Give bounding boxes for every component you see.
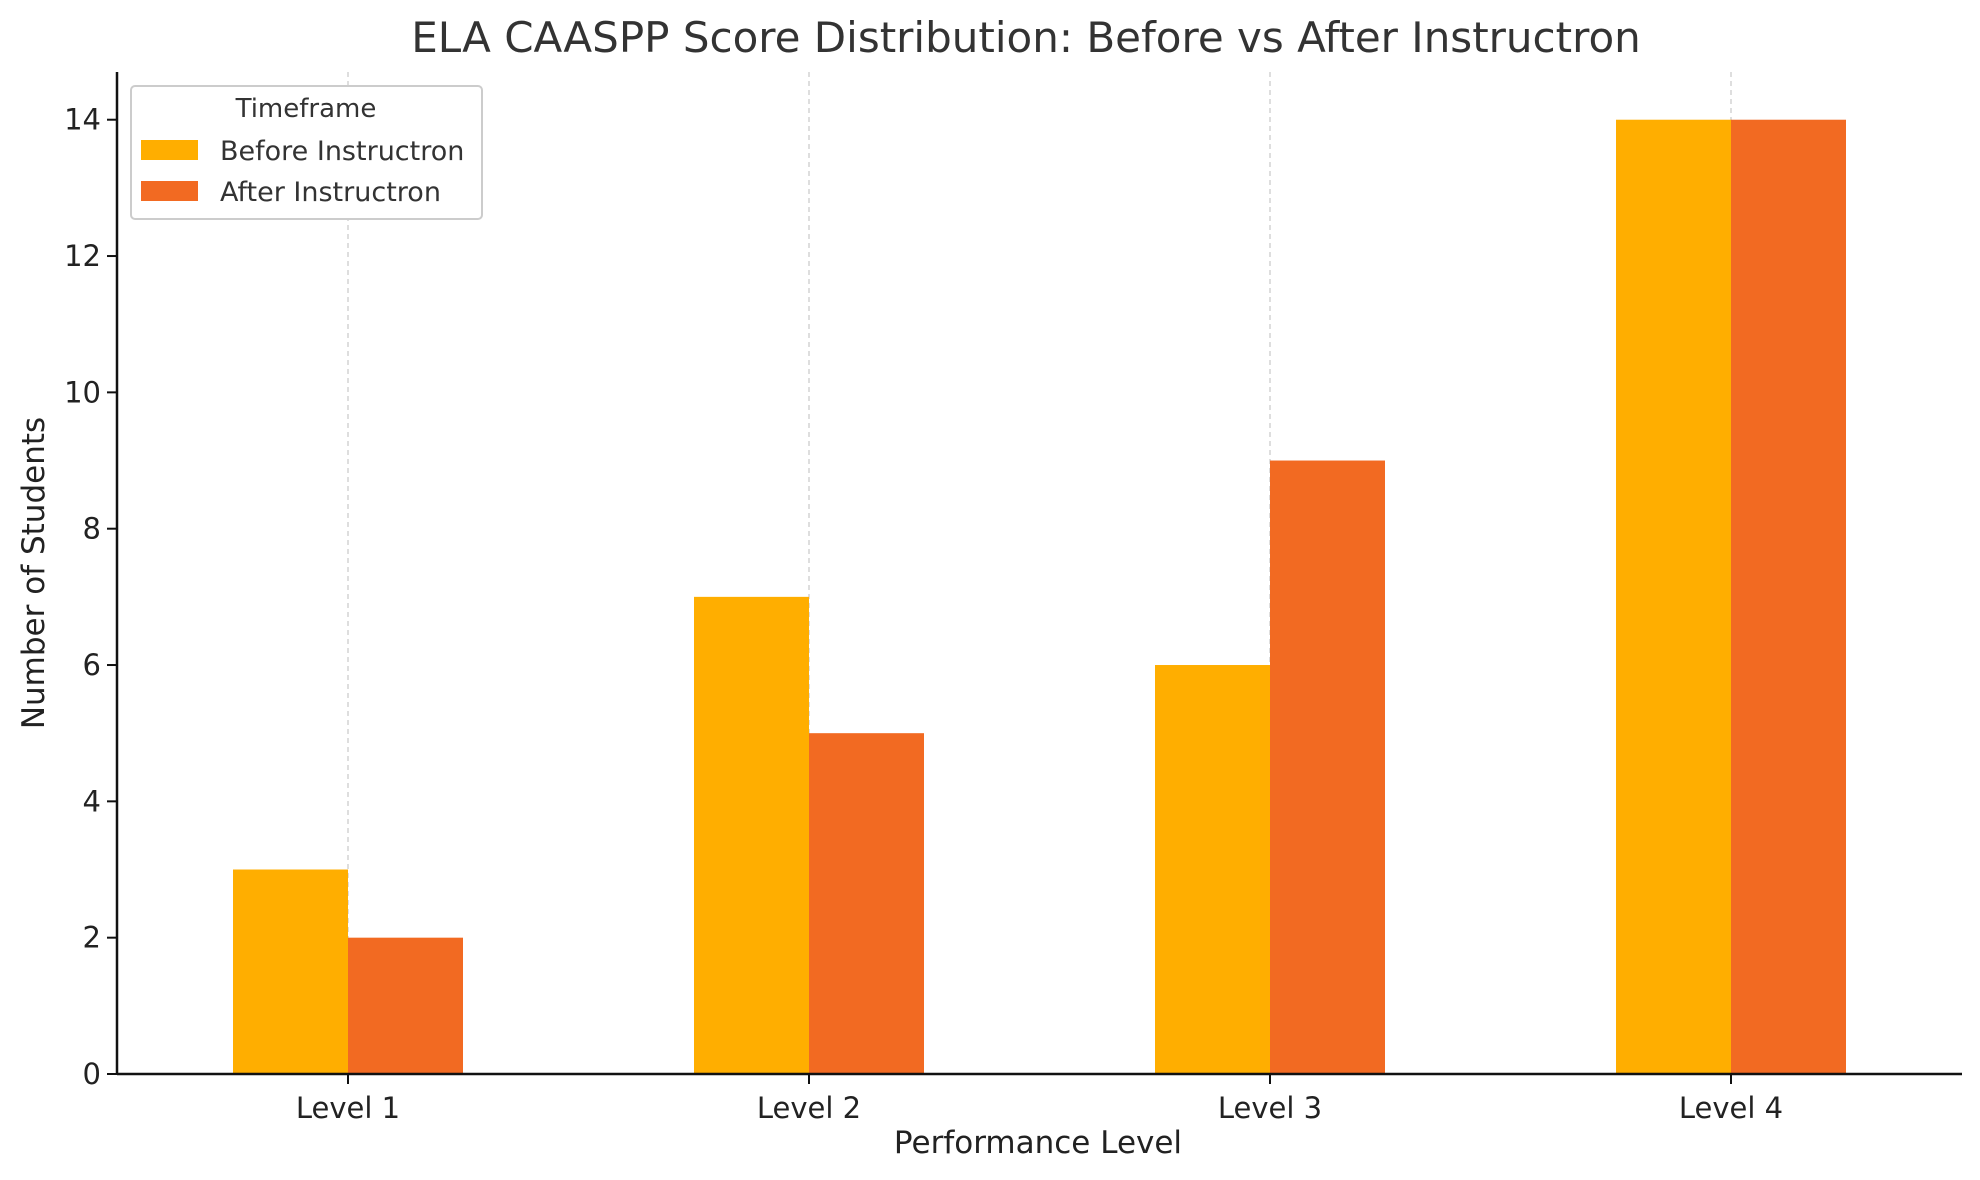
x-axis-ticks: Level 1 Level 2 Level 3 Level 4 [296, 1074, 1783, 1125]
legend-box [130, 85, 483, 220]
y-tick-label: 6 [83, 648, 101, 682]
bars [233, 119, 1846, 1074]
y-axis-label: Number of Students [16, 417, 52, 729]
legend-swatch-after [141, 181, 198, 201]
bar-after [1270, 460, 1385, 1074]
legend-label-before: Before Instructron [220, 136, 464, 167]
chart-title: ELA CAASPP Score Distribution: Before vs… [411, 13, 1641, 62]
x-tick-label: Level 2 [757, 1091, 861, 1125]
y-tick-label: 12 [64, 239, 101, 273]
y-tick-label: 0 [83, 1057, 101, 1091]
y-tick-label: 14 [64, 103, 101, 137]
bar-after [1731, 119, 1846, 1074]
x-axis-label: Performance Level [894, 1125, 1182, 1161]
bar-after [348, 937, 463, 1074]
legend: Timeframe Before Instructron After Instr… [130, 85, 483, 220]
legend-label-after: After Instructron [220, 177, 441, 208]
x-tick-label: Level 3 [1218, 1091, 1322, 1125]
bar-before [233, 869, 348, 1074]
y-tick-label: 10 [64, 375, 101, 409]
legend-title: Timeframe [235, 94, 377, 124]
legend-swatch-before [141, 140, 198, 160]
y-axis-ticks: 0 2 4 6 8 10 12 14 [64, 103, 117, 1091]
grid-lines [347, 72, 1732, 1074]
bar-before [1616, 119, 1731, 1074]
bar-after [809, 733, 924, 1074]
x-tick-label: Level 1 [296, 1091, 400, 1125]
y-tick-label: 4 [83, 784, 101, 818]
y-tick-label: 2 [83, 921, 101, 955]
bar-before [694, 596, 809, 1074]
x-tick-label: Level 4 [1679, 1091, 1783, 1125]
bar-before [1155, 665, 1270, 1074]
y-tick-label: 8 [83, 512, 101, 546]
